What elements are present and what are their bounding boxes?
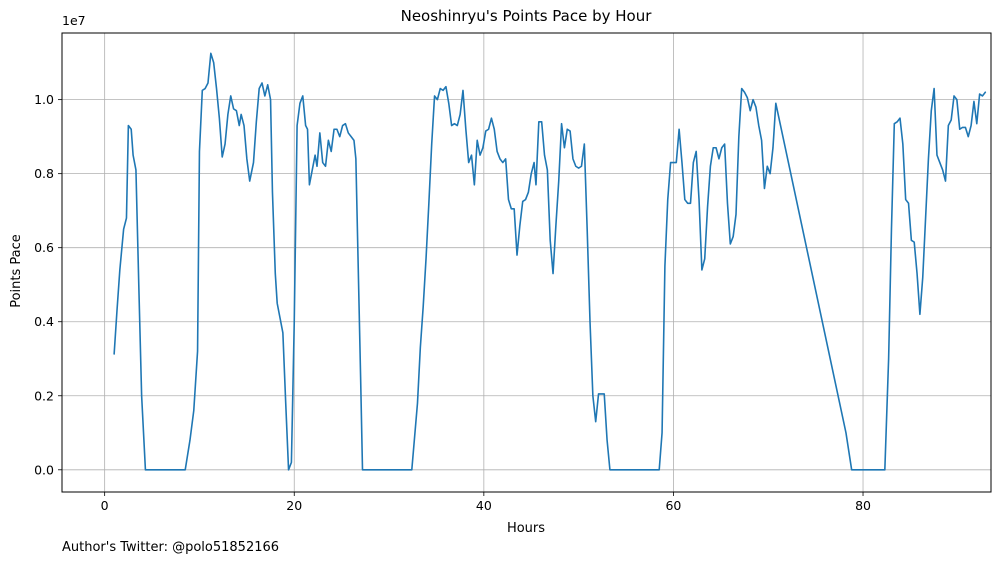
y-offset-label: 1e7 [62, 13, 86, 28]
ticks: 0 20 40 60 80 0.0 0.2 0.4 0.6 0.8 1.0 [34, 92, 871, 513]
y-axis-title: Points Pace [9, 234, 24, 308]
plot-frame [61, 32, 992, 493]
chart-title: Neoshinryu's Points Pace by Hour [401, 7, 653, 25]
footer-credit: Author's Twitter: @polo51852166 [62, 540, 279, 555]
y-tick-label: 0.8 [34, 166, 54, 181]
points-pace-line [113, 52, 987, 471]
y-tick-label: 0.2 [34, 388, 54, 403]
y-tick-label: 0.4 [34, 314, 54, 329]
y-tick-label: 1.0 [34, 92, 54, 107]
x-tick-label: 40 [476, 498, 492, 513]
x-tick-label: 60 [665, 498, 681, 513]
y-tick-label: 0.6 [34, 240, 54, 255]
y-tick-label: 0.0 [34, 462, 54, 477]
x-axis-title: Hours [507, 521, 545, 536]
series-layer [113, 52, 987, 471]
x-tick-label: 80 [855, 498, 871, 513]
x-tick-label: 0 [101, 498, 109, 513]
x-tick-label: 20 [286, 498, 302, 513]
